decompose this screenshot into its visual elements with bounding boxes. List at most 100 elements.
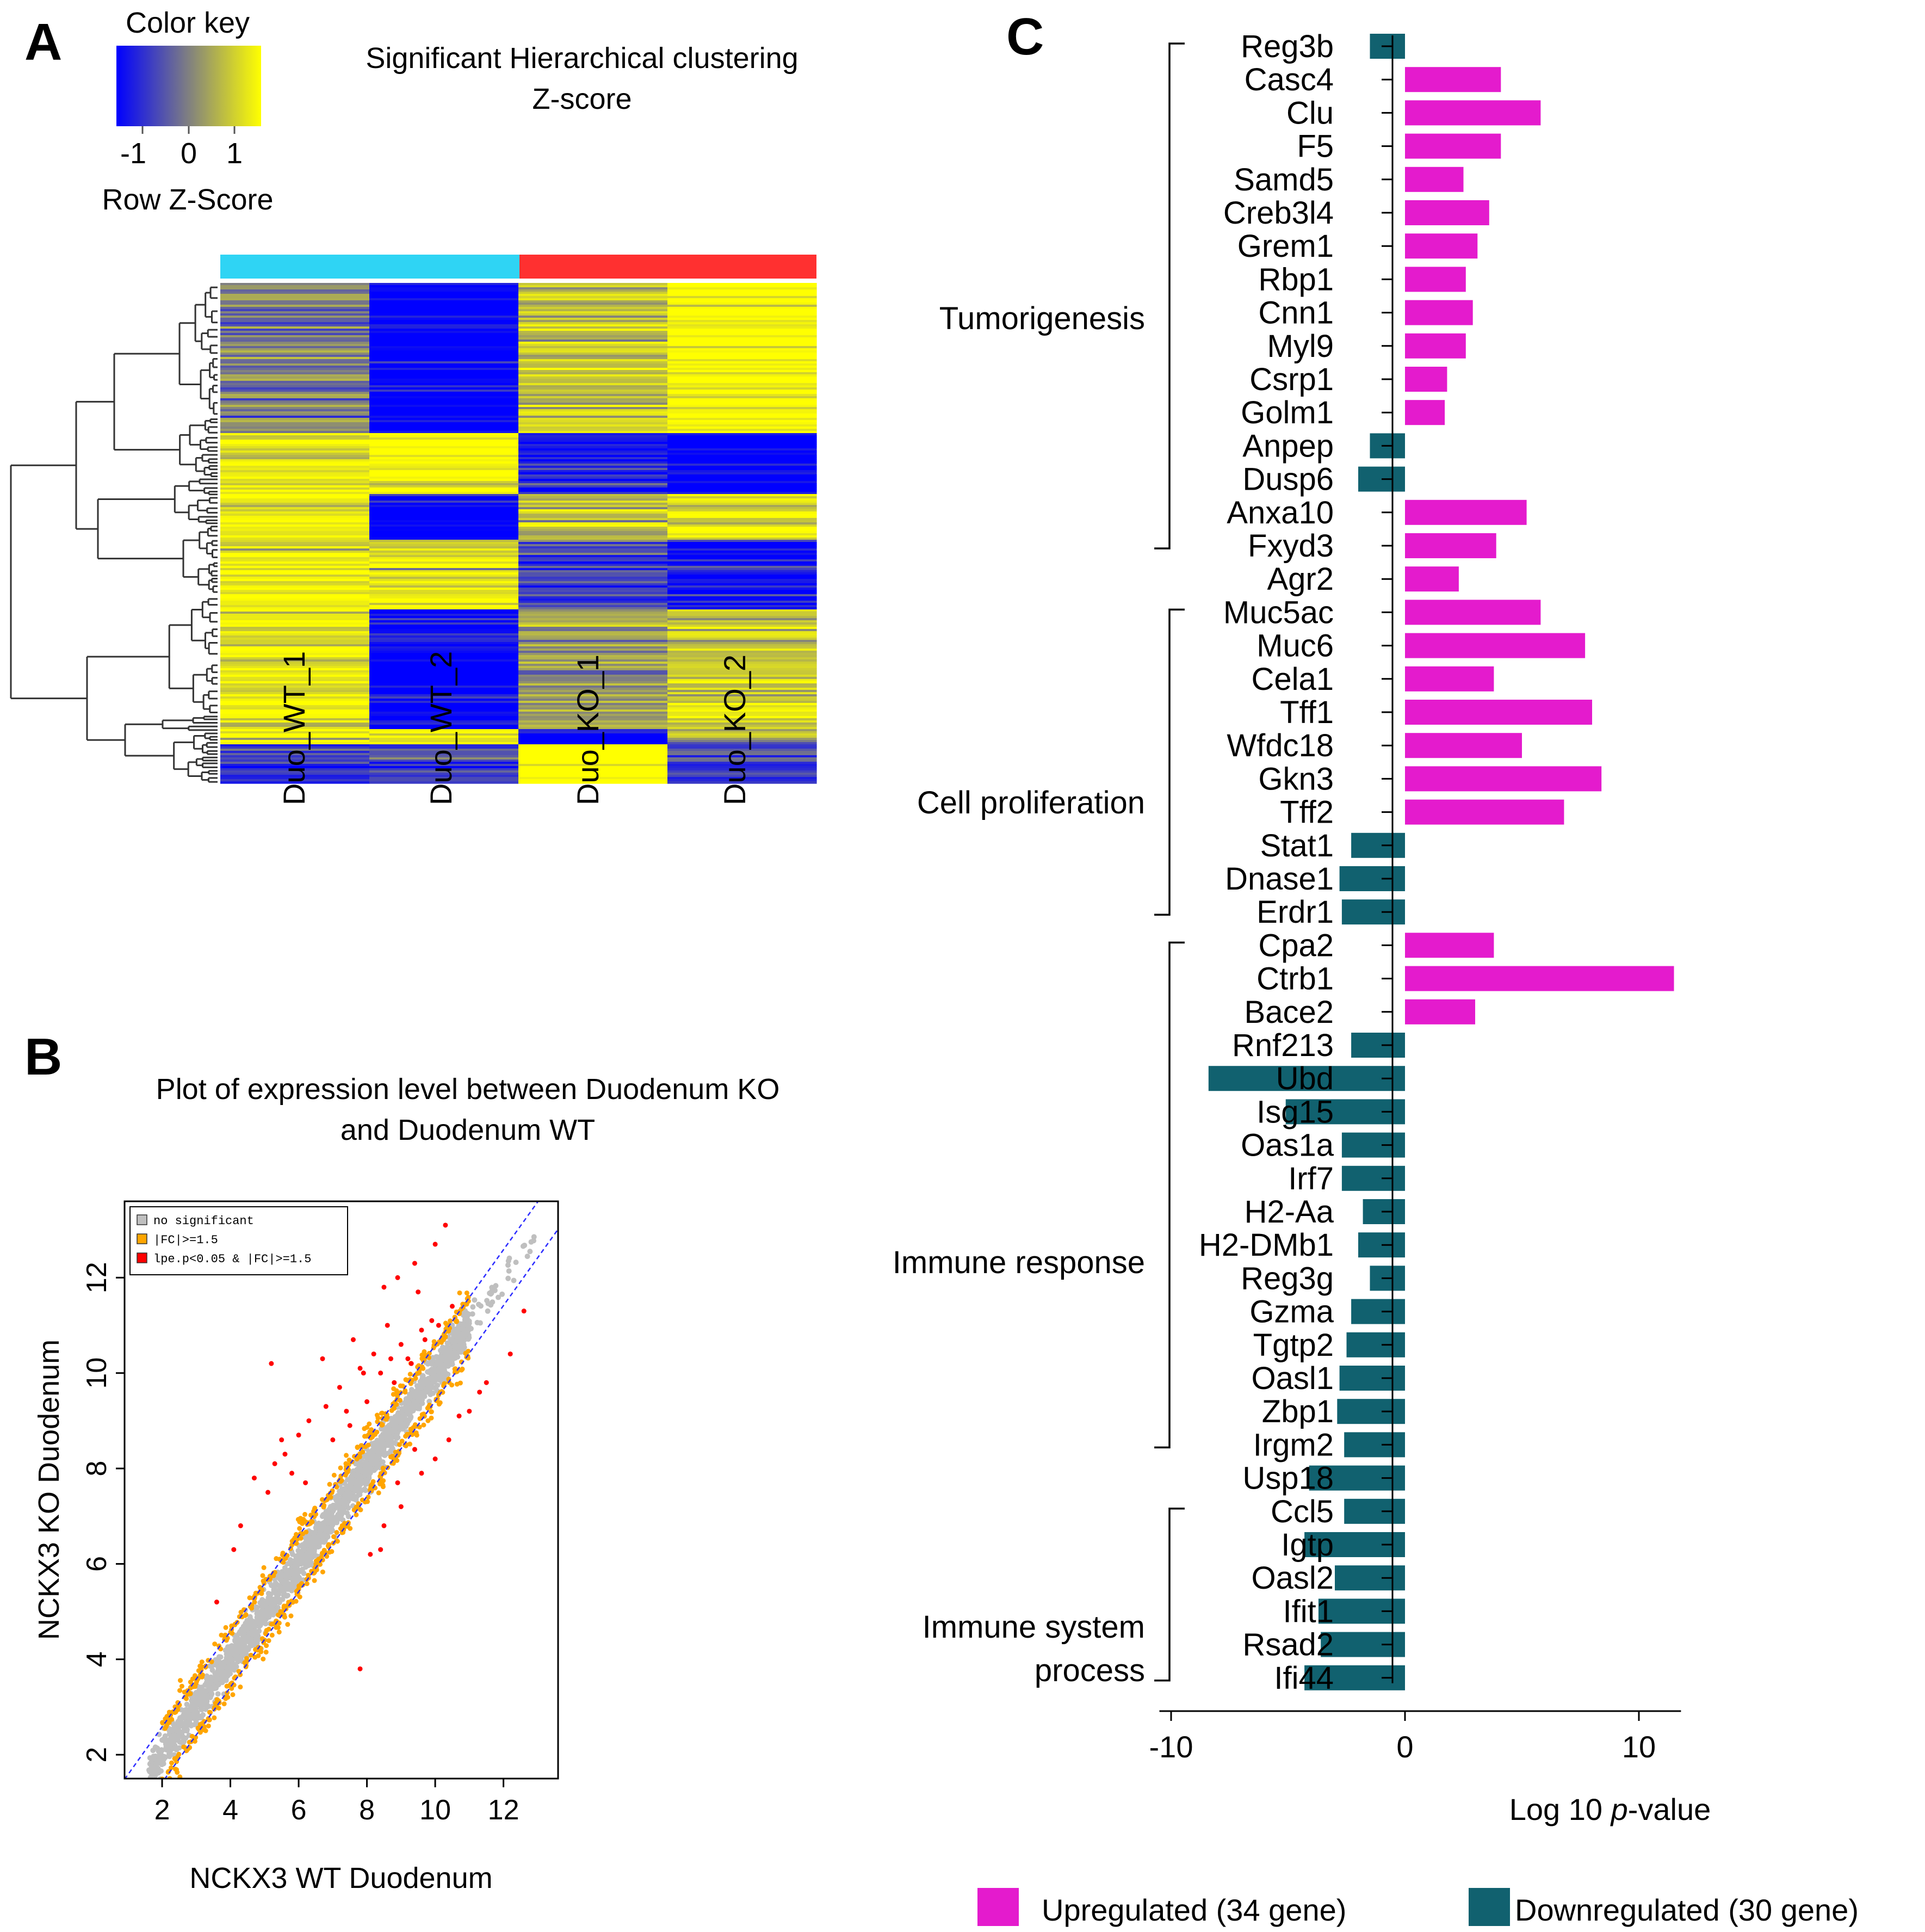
heatmap-cell (518, 753, 668, 756)
heatmap-cell (518, 683, 668, 686)
heatmap-cell (667, 657, 817, 660)
scatter-point-nonsig (295, 1556, 301, 1562)
heatmap-cell (220, 768, 370, 771)
heatmap-cell (369, 701, 519, 703)
heatmap-cell (667, 605, 817, 608)
heatmap-cell (220, 620, 370, 623)
heatmap-cell (369, 751, 519, 754)
heatmap-cell (518, 779, 668, 782)
heatmap-cell (220, 720, 370, 723)
heatmap-cell (518, 699, 668, 701)
scatter-point-nonsig (386, 1422, 392, 1428)
heatmap-cell (369, 524, 519, 527)
heatmap-cell (220, 316, 370, 318)
scatter-point-fc (294, 1540, 299, 1546)
heatmap-cell (667, 514, 817, 516)
heatmap-cell (667, 437, 817, 440)
heatmap-cell (220, 387, 370, 390)
scatter-point-nonsig (449, 1361, 455, 1367)
scatter-point-nonsig (320, 1536, 326, 1542)
heatmap-cell (220, 457, 370, 460)
heatmap-cell (667, 466, 817, 468)
heatmap-cell (220, 470, 370, 473)
heatmap-cell (667, 340, 817, 342)
scatter-point-nonsig (327, 1515, 333, 1521)
scatter-point-fc (188, 1680, 193, 1685)
heatmap-cell (369, 442, 519, 445)
scatter-point-nonsig (335, 1513, 341, 1519)
heatmap-cell (518, 405, 668, 408)
heatmap-cell (667, 559, 817, 562)
heatmap-cell (667, 749, 817, 751)
heatmap-cell (220, 413, 370, 416)
scatter-point-nonsig (437, 1377, 443, 1383)
scatter-point-fc (261, 1565, 267, 1570)
heatmap-cell (369, 688, 519, 690)
heatmap-cell (518, 712, 668, 714)
heatmap-cell (518, 768, 668, 771)
gene-label: Cpa2 (1258, 928, 1334, 963)
gene-label: Ccl5 (1271, 1494, 1334, 1529)
heatmap-cell (667, 420, 817, 423)
heatmap-cell (369, 561, 519, 564)
gene-label: Tff1 (1280, 695, 1334, 730)
heatmap-cell (667, 625, 817, 627)
heatmap-cell (667, 468, 817, 471)
heatmap-cell (369, 496, 519, 499)
heatmap-cell (220, 564, 370, 566)
scatter-point-nonsig (151, 1772, 157, 1778)
heatmap-cell (518, 566, 668, 569)
heatmap-cell (369, 577, 519, 579)
scatter-point-sig (330, 1437, 336, 1442)
heatmap-cell (369, 664, 519, 666)
heatmap-cell (667, 424, 817, 427)
heatmap-cell (518, 450, 668, 453)
heatmap-cell (369, 588, 519, 590)
heatmap-cell (518, 688, 668, 690)
heatmap-cell (518, 420, 668, 423)
heatmap-cell (220, 503, 370, 505)
heatmap-cell (667, 440, 817, 442)
scatter-point-fc (360, 1449, 366, 1455)
heatmap-cell (369, 640, 519, 643)
heatmap-cell (369, 629, 519, 632)
heatmap-cell (667, 464, 817, 466)
heatmap-cell (369, 444, 519, 447)
bar-creb3l4 (1405, 200, 1489, 225)
bar-muc5ac (1405, 600, 1541, 625)
scatter-point-fc (459, 1367, 464, 1373)
heatmap-cell (369, 760, 519, 762)
heatmap-cell (220, 490, 370, 492)
heatmap-cell (220, 740, 370, 743)
heatmap-cell (667, 581, 817, 584)
heatmap-cell (518, 355, 668, 357)
scatter-point-fc (260, 1573, 265, 1578)
heatmap-cell (369, 326, 519, 329)
bar-oas1a (1341, 1132, 1405, 1158)
heatmap-cell (518, 492, 668, 495)
scatter-point-nonsig (181, 1735, 187, 1740)
heatmap-cell (667, 394, 817, 397)
scatter-point-fc (338, 1465, 343, 1471)
heatmap-cell (518, 383, 668, 386)
heatmap-cell (369, 725, 519, 727)
scatter-point-nonsig (281, 1581, 287, 1587)
scatter-point-fc (225, 1690, 230, 1695)
bar-grem1 (1405, 233, 1478, 259)
heatmap-cell (220, 555, 370, 558)
heatmap-cell (369, 522, 519, 525)
heatmap-cell (667, 620, 817, 623)
heatmap-cell (518, 409, 668, 412)
scatter-point-nonsig (308, 1546, 314, 1552)
bar-erdr1 (1341, 899, 1405, 925)
heatmap-cell (667, 751, 817, 754)
scatter-point-sig (507, 1351, 513, 1357)
legend-swatch-sig (137, 1252, 147, 1263)
heatmap-cell (667, 494, 817, 497)
heatmap-cell (220, 372, 370, 375)
bar-ctrb1 (1405, 966, 1674, 991)
heatmap-cell (518, 773, 668, 775)
heatmap-cell (518, 527, 668, 529)
heatmap-cell (369, 477, 519, 479)
heatmap-cell (518, 755, 668, 758)
